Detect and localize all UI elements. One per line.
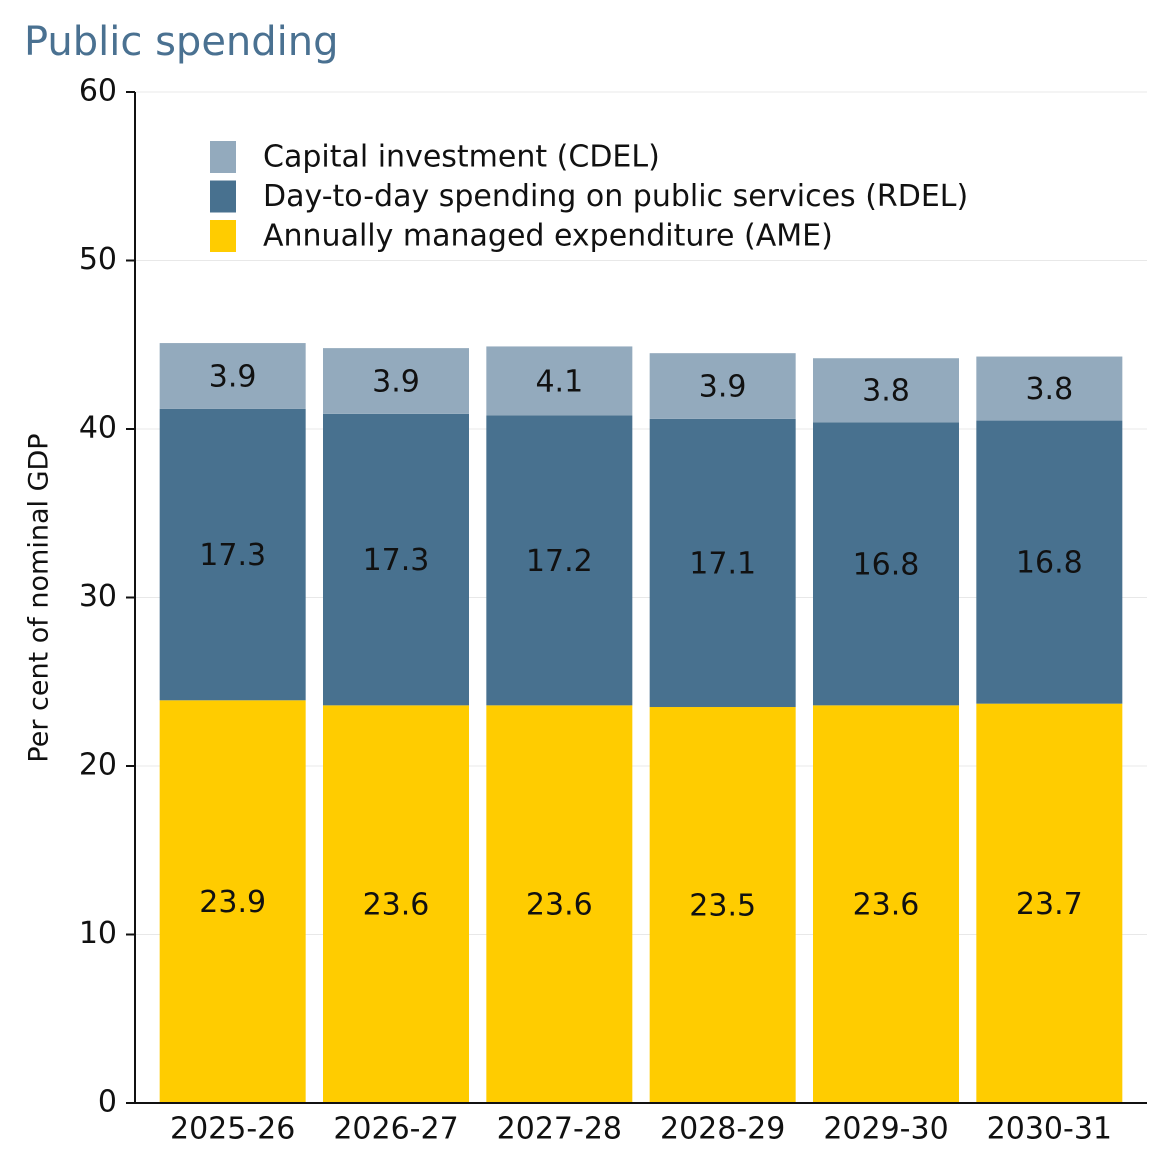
y-axis-label: Per cent of nominal GDP — [24, 433, 55, 762]
legend-label: Annually managed expenditure (AME) — [263, 219, 833, 254]
x-tick-label: 2028-29 — [660, 1112, 785, 1147]
value-label: 23.9 — [199, 885, 266, 920]
legend-label: Capital investment (CDEL) — [263, 140, 660, 175]
legend-swatch — [210, 141, 236, 173]
bar-segment — [649, 353, 796, 419]
value-label: 3.9 — [372, 364, 420, 399]
value-label: 3.9 — [209, 359, 257, 394]
y-tick-label: 10 — [79, 916, 117, 951]
value-label: 23.7 — [1016, 887, 1083, 922]
value-label: 17.2 — [526, 544, 593, 579]
value-label: 23.5 — [689, 889, 756, 924]
bar-segment — [649, 418, 796, 708]
x-tick-label: 2029-30 — [823, 1112, 948, 1147]
y-tick-label: 0 — [98, 1085, 117, 1120]
y-tick-label: 40 — [79, 411, 117, 446]
bar-segment — [813, 358, 959, 423]
bar-segment — [649, 707, 796, 1103]
value-label: 17.3 — [363, 543, 430, 578]
value-label: 3.8 — [1025, 372, 1073, 407]
bar-segment — [486, 705, 633, 1103]
x-tick-label: 2026-27 — [333, 1112, 458, 1147]
legend-label: Day-to-day spending on public services (… — [263, 179, 968, 214]
value-label: 17.3 — [199, 538, 266, 573]
legend-swatch — [210, 180, 236, 213]
bar-segment — [323, 348, 469, 414]
bar-segment — [976, 420, 1123, 704]
y-tick-label: 50 — [79, 242, 117, 277]
legend-swatch — [210, 220, 236, 252]
y-tick-label: 30 — [79, 579, 117, 614]
x-tick-label: 2027-28 — [497, 1112, 622, 1147]
bar-segment — [813, 705, 959, 1103]
value-label: 3.8 — [862, 374, 910, 409]
value-label: 4.1 — [535, 364, 583, 399]
bar-segment — [976, 703, 1123, 1103]
value-label: 17.1 — [689, 546, 756, 581]
bar-segment — [159, 408, 306, 701]
value-label: 16.8 — [853, 547, 920, 582]
bar-segment — [813, 422, 959, 706]
value-label: 23.6 — [526, 888, 593, 923]
value-label: 23.6 — [853, 888, 920, 923]
bar-segment — [486, 346, 633, 416]
bar-segment — [976, 356, 1123, 421]
chart-title: Public spending — [24, 19, 339, 65]
x-tick-label: 2025-26 — [170, 1112, 295, 1147]
value-label: 16.8 — [1016, 546, 1083, 581]
x-tick-label: 2030-31 — [987, 1112, 1112, 1147]
bar-segment — [323, 705, 469, 1103]
bar-segment — [323, 413, 469, 706]
value-label: 3.9 — [699, 370, 747, 405]
bar-segment — [486, 415, 633, 706]
value-label: 23.6 — [363, 888, 430, 923]
y-tick-label: 60 — [79, 74, 117, 109]
y-tick-label: 20 — [79, 748, 117, 783]
bar-segment — [159, 343, 306, 409]
bar-segment — [159, 700, 306, 1103]
